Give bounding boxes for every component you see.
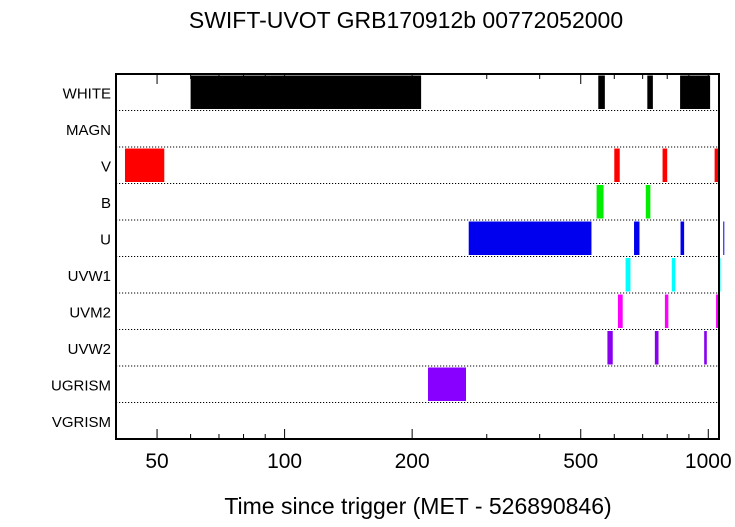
x-tick-label: 50 (145, 450, 168, 473)
exposure-bar-uvw2 (654, 331, 659, 365)
x-tick-label: 500 (563, 450, 598, 473)
exposure-bar-uvw1 (625, 258, 631, 292)
chart-title: SWIFT-UVOT GRB170912b 00772052000 (189, 7, 623, 33)
row-label-ugrism: UGRISM (51, 377, 111, 394)
row-label-uvm2: UVM2 (69, 304, 111, 321)
exposure-bar-uvw1 (719, 258, 721, 292)
exposure-bar-uvm2 (664, 294, 669, 328)
exposure-bar-uvw1 (671, 258, 676, 292)
x-axis-ticks (115, 74, 709, 439)
x-axis-label: Time since trigger (MET - 526890846) (224, 493, 611, 519)
exposure-bar-white (598, 75, 605, 109)
x-tick-label: 200 (395, 450, 430, 473)
x-axis-tick-labels: 50 100 200 500 1000 (145, 450, 731, 473)
exposure-bar-u (468, 221, 592, 255)
row-dividers (116, 110, 719, 403)
exposure-bar-ugrism (427, 367, 466, 401)
exposure-bar-uvw2 (607, 331, 613, 365)
row-label-b: B (101, 195, 111, 212)
exposure-bar-v (614, 148, 620, 182)
exposure-bar-b (596, 185, 604, 219)
exposure-bar-b (645, 185, 651, 219)
exposure-bar-u (723, 221, 725, 255)
exposure-bar-white (647, 75, 653, 109)
x-tick-label: 100 (267, 450, 302, 473)
exposure-bar-v (124, 148, 165, 182)
exposure-bar-white (680, 75, 711, 109)
exposure-bar-white (190, 75, 422, 109)
exposure-bar-uvm2 (716, 294, 719, 328)
row-label-u: U (100, 231, 111, 248)
row-label-magn: MAGN (66, 122, 111, 139)
exposure-bar-u (680, 221, 685, 255)
row-labels: WHITE MAGN V B U UVW1 UVM2 UVW2 UGRISM VGRISM (51, 85, 111, 431)
row-label-uvw1: UVW1 (68, 268, 111, 285)
row-label-vgrism: VGRISM (52, 414, 111, 431)
exposure-bar-uvw2 (704, 331, 707, 365)
exposure-bars (124, 75, 725, 401)
plot-frame (115, 73, 720, 440)
x-tick-label: 1000 (685, 450, 732, 473)
row-label-white: WHITE (63, 85, 111, 102)
exposure-bar-v (662, 148, 668, 182)
row-label-uvw2: UVW2 (68, 341, 111, 358)
exposure-bar-v (714, 148, 719, 182)
exposure-bar-uvm2 (617, 294, 623, 328)
exposure-bar-u (634, 221, 640, 255)
row-label-v: V (101, 158, 111, 175)
